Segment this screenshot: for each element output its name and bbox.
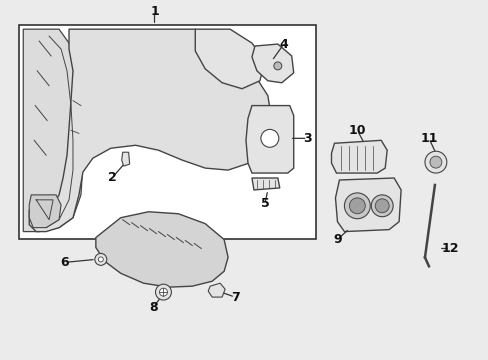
Circle shape [424,151,446,173]
Polygon shape [29,195,61,228]
Polygon shape [23,29,83,231]
Polygon shape [208,283,224,297]
Text: 1: 1 [150,5,159,18]
Text: 5: 5 [260,197,269,210]
Circle shape [429,156,441,168]
Text: 3: 3 [303,132,311,145]
Text: 6: 6 [61,256,69,269]
Polygon shape [251,178,279,190]
Text: 11: 11 [419,132,437,145]
Circle shape [95,253,106,265]
Polygon shape [29,29,271,231]
Polygon shape [335,178,400,231]
Circle shape [98,257,103,262]
Polygon shape [122,152,129,166]
Polygon shape [195,29,264,89]
Text: 2: 2 [108,171,117,184]
Circle shape [349,198,365,214]
Bar [19,25,315,239]
Polygon shape [245,105,293,173]
Text: 7: 7 [230,291,239,303]
Text: 9: 9 [332,233,341,246]
Circle shape [261,129,278,147]
Circle shape [159,288,167,296]
Text: 10: 10 [348,124,366,137]
Polygon shape [331,140,386,173]
Polygon shape [96,212,227,287]
Text: 12: 12 [440,242,458,255]
Circle shape [374,199,388,213]
Circle shape [370,195,392,217]
Text: 8: 8 [149,301,158,314]
Polygon shape [251,44,293,83]
Circle shape [344,193,369,219]
Text: 4: 4 [279,37,287,50]
Circle shape [273,62,281,70]
Circle shape [155,284,171,300]
